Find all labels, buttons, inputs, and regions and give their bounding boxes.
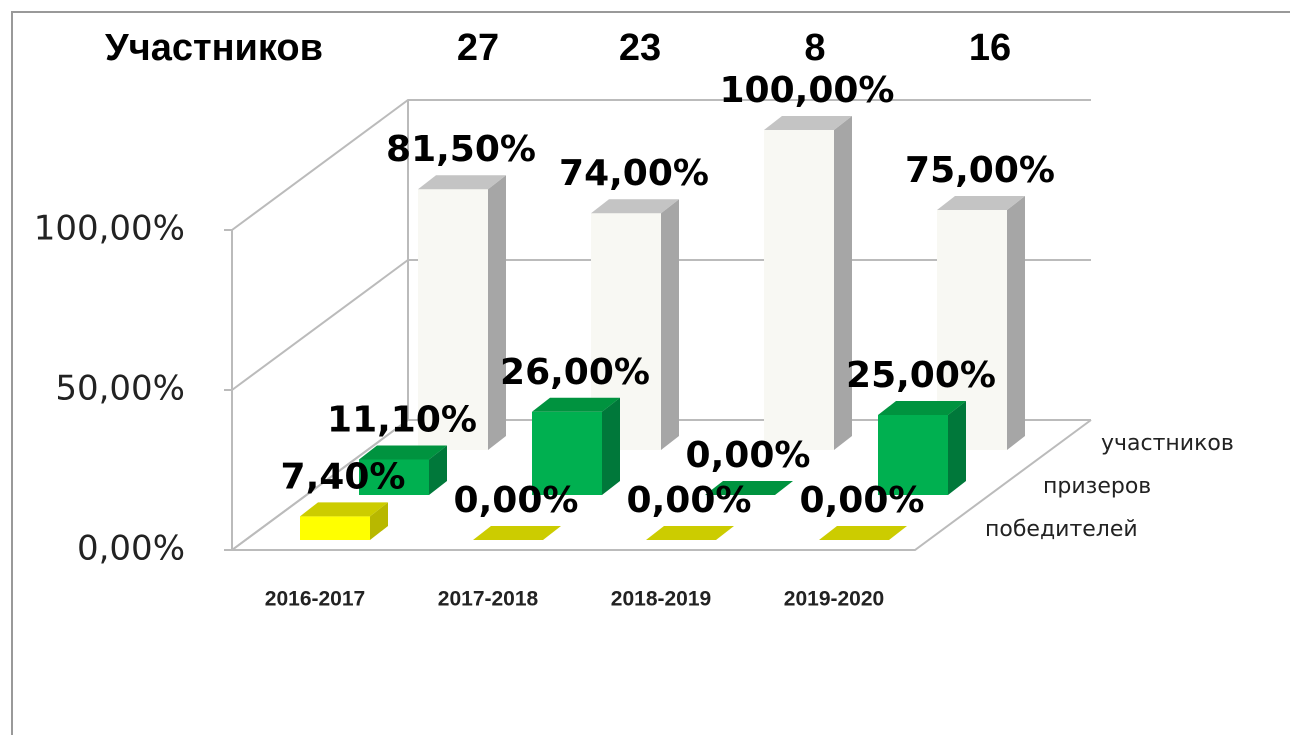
legend-label: участников xyxy=(1101,431,1234,456)
bar-top xyxy=(878,401,966,415)
bar-side xyxy=(1007,196,1025,450)
bar-top xyxy=(764,116,852,130)
bar-top xyxy=(532,397,620,412)
value-label: 74,00% xyxy=(559,153,709,194)
floor-edge xyxy=(232,419,1092,551)
header-value: 16 xyxy=(969,27,1011,69)
y-tick-label: 50,00% xyxy=(55,369,185,409)
legend-label: победителей xyxy=(985,517,1138,542)
bar-side xyxy=(370,502,388,540)
bar-side xyxy=(834,116,852,450)
value-label: 26,00% xyxy=(500,352,650,393)
bar-side xyxy=(429,445,447,495)
x-tick-label: 2017-2018 xyxy=(438,588,539,611)
header-value: 23 xyxy=(619,27,661,69)
bar-side xyxy=(602,397,620,495)
value-label: 0,00% xyxy=(627,480,752,521)
bar-front xyxy=(878,415,948,495)
value-label: 100,00% xyxy=(720,70,895,111)
bar-side xyxy=(661,199,679,450)
x-tick-label: 2018-2019 xyxy=(611,588,711,611)
header-value: 27 xyxy=(457,27,499,69)
bar-top xyxy=(418,175,506,190)
x-tick-label: 2019-2020 xyxy=(784,588,884,611)
value-label: 7,40% xyxy=(281,456,406,497)
bar-top xyxy=(705,481,793,495)
bar-top xyxy=(646,526,734,540)
grid-line xyxy=(231,99,1091,231)
header-label: Участников xyxy=(105,27,323,69)
grid-line xyxy=(231,259,1091,391)
value-label: 0,00% xyxy=(800,480,925,521)
bar-front xyxy=(300,516,370,540)
header-value: 8 xyxy=(804,27,825,69)
value-label: 11,10% xyxy=(327,399,477,440)
legend-label: призеров xyxy=(1043,474,1151,499)
bar-front xyxy=(418,189,488,450)
bar-side xyxy=(948,401,966,495)
grid-line xyxy=(231,419,1091,551)
value-label: 75,00% xyxy=(905,150,1055,191)
bar-front xyxy=(532,411,602,495)
bar-front xyxy=(764,130,834,450)
bar-top xyxy=(359,445,447,460)
value-label: 81,50% xyxy=(386,129,536,170)
bar-side xyxy=(488,175,506,450)
value-label: 0,00% xyxy=(454,480,579,521)
bar-top xyxy=(473,526,561,540)
bar-top xyxy=(937,196,1025,210)
value-label: 25,00% xyxy=(846,355,996,396)
bar-top xyxy=(300,502,388,517)
bar-top xyxy=(591,199,679,214)
y-tick-label: 0,00% xyxy=(77,529,185,569)
y-tick-label: 100,00% xyxy=(34,209,185,249)
frame xyxy=(11,11,1290,735)
bar-front xyxy=(359,459,429,495)
value-label: 0,00% xyxy=(686,435,811,476)
x-tick-label: 2016-2017 xyxy=(265,588,365,611)
bar-top xyxy=(819,526,907,540)
